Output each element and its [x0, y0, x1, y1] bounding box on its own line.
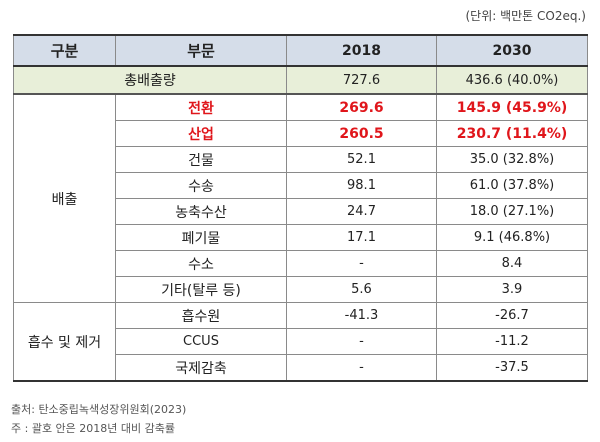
value-2018: 24.7: [286, 198, 437, 225]
unit-note: (단위: 백만톤 CO2eq.): [465, 9, 586, 23]
table-row: 농축수산 24.7 18.0 (27.1%): [14, 198, 588, 225]
table-row: CCUS - -11.2: [14, 328, 588, 355]
header-row: 구분 부문 2018 2030: [13, 34, 588, 67]
value-2030: 145.9 (45.9%): [436, 93, 588, 121]
value-2018: 98.1: [286, 172, 437, 199]
sector-cell: 흡수원: [115, 302, 287, 329]
value-2030: -26.7: [436, 302, 588, 329]
sector-cell: 농축수산: [115, 198, 287, 225]
table-row: 폐기물 17.1 9.1 (46.8%): [14, 224, 588, 251]
value-2030: 8.4: [436, 250, 588, 277]
table-row: 수소 - 8.4: [14, 250, 588, 277]
value-2018: 17.1: [286, 224, 437, 251]
sector-cell: 건물: [115, 146, 287, 173]
header-2030: 2030: [436, 34, 588, 67]
value-2018: 269.6: [286, 93, 437, 121]
value-2018: -: [286, 354, 437, 382]
value-2030: 3.9: [436, 276, 588, 303]
total-label: 총배출량: [13, 65, 287, 95]
emission-group-label: 배출: [13, 93, 116, 303]
table-row: 건물 52.1 35.0 (32.8%): [14, 146, 588, 173]
sector-cell: 수소: [115, 250, 287, 277]
sector-cell: 수송: [115, 172, 287, 199]
sector-cell: 국제감축: [115, 354, 287, 382]
header-group: 구분: [13, 34, 116, 67]
value-2030: 61.0 (37.8%): [436, 172, 588, 199]
value-2018: 52.1: [286, 146, 437, 173]
sector-cell: 기타(탈루 등): [115, 276, 287, 303]
table-row: 흡수 및 제거 흡수원 -41.3 -26.7: [13, 302, 588, 382]
sector-cell: 폐기물: [115, 224, 287, 251]
total-2030: 436.6 (40.0%): [436, 65, 588, 95]
value-2018: 5.6: [286, 276, 437, 303]
sector-cell: CCUS: [115, 328, 287, 355]
value-2030: -11.2: [436, 328, 588, 355]
total-2018: 727.6: [286, 65, 437, 95]
value-2018: -: [286, 328, 437, 355]
total-row: 총배출량 727.6 436.6 (40.0%): [13, 65, 588, 95]
table-row: 배출 전환 269.6 145.9 (45.9%): [13, 93, 588, 303]
value-2030: 35.0 (32.8%): [436, 146, 588, 173]
removal-group-label: 흡수 및 제거: [13, 302, 116, 382]
value-2030: -37.5: [436, 354, 588, 382]
source-note: 출처: 탄소중립녹색성장위원회(2023): [11, 403, 187, 416]
header-sector: 부문: [115, 34, 287, 67]
sector-cell: 산업: [115, 120, 287, 147]
value-2030: 9.1 (46.8%): [436, 224, 588, 251]
value-2018: -: [286, 250, 437, 277]
emissions-table: 구분 부문 2018 2030 총배출량 727.6 436.6 (40.0%)…: [13, 34, 588, 382]
table-row: 수송 98.1 61.0 (37.8%): [14, 172, 588, 199]
header-2018: 2018: [286, 34, 437, 67]
table-row: 산업 260.5 230.7 (11.4%): [14, 120, 588, 147]
remark-note: 주 : 괄호 안은 2018년 대비 감축률: [11, 422, 175, 435]
value-2018: -41.3: [286, 302, 437, 329]
value-2030: 18.0 (27.1%): [436, 198, 588, 225]
value-2030: 230.7 (11.4%): [436, 120, 588, 147]
value-2018: 260.5: [286, 120, 437, 147]
table-row: 국제감축 - -37.5: [14, 354, 588, 382]
sector-cell: 전환: [115, 93, 287, 121]
